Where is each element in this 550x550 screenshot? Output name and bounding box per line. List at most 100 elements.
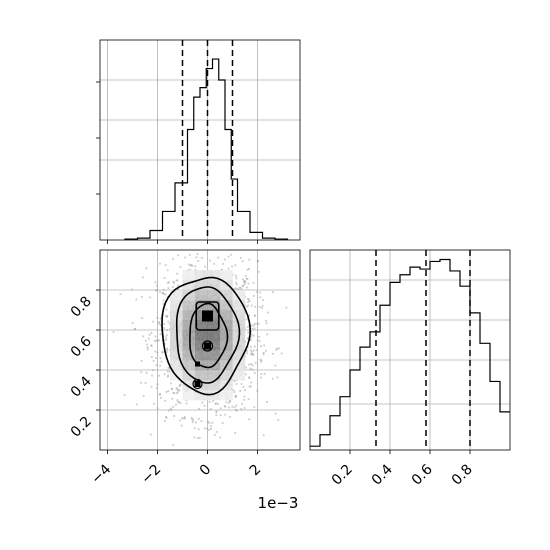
scatter-point (221, 422, 224, 424)
scatter-point (151, 374, 153, 377)
scatter-point (133, 328, 136, 331)
scatter-point (173, 415, 176, 417)
scatter-point (237, 288, 240, 291)
density-peak-ring (201, 340, 214, 352)
scatter-point (164, 264, 167, 266)
density-cell (182, 350, 196, 361)
scatter-point (208, 422, 211, 424)
scatter-point (248, 363, 251, 366)
scatter-point (235, 281, 237, 284)
scatter-point (156, 383, 159, 386)
density-cell (220, 310, 233, 321)
scatter-point (166, 370, 169, 373)
scatter-point (248, 300, 251, 303)
scatter-point (215, 411, 218, 414)
scatter-point (228, 401, 231, 404)
scatter-point (156, 387, 158, 390)
scatter-point (164, 399, 167, 402)
scatter-point (233, 380, 236, 383)
scatter-point (276, 376, 279, 379)
density-cell (182, 290, 196, 301)
scatter-point (278, 347, 280, 350)
scatter-point (259, 296, 262, 299)
scatter-point (217, 403, 220, 406)
scatter-point (249, 335, 252, 338)
scatter-point (250, 363, 253, 366)
scatter-point (247, 301, 249, 303)
scatter-point (252, 349, 255, 352)
scatter-point (200, 420, 203, 423)
density-cell (220, 300, 233, 311)
scatter-point (219, 407, 222, 410)
scatter-point (239, 286, 242, 289)
scatter-point (165, 351, 168, 353)
scatter-point (224, 258, 226, 261)
scatter-point (259, 360, 262, 363)
scatter-point (263, 372, 266, 375)
density-cell (195, 310, 208, 321)
scatter-point (234, 274, 237, 277)
scatter-point (260, 376, 263, 379)
scatter-point (168, 370, 171, 373)
scatter-point (185, 402, 188, 405)
x-axis-offset-label: 1e−3 (258, 494, 299, 512)
scatter-point (178, 389, 181, 392)
scatter-point (253, 324, 255, 327)
scatter-point (176, 272, 179, 275)
density-cell (195, 270, 208, 281)
scatter-point (263, 344, 266, 347)
joint-density-panel: −4 −2 0 2 0.2 0.4 0.6 0.8 (68, 249, 301, 488)
scatter-point (246, 286, 248, 289)
scatter-point (251, 364, 254, 367)
scatter-point (187, 263, 190, 266)
scatter-point (156, 407, 159, 410)
scatter-point (178, 384, 181, 387)
scatter-point (275, 347, 278, 350)
scatter-point (191, 418, 194, 421)
scatter-point (190, 263, 193, 266)
scatter-point (248, 377, 251, 380)
scatter-point (145, 267, 148, 270)
scatter-point (172, 286, 174, 288)
x-tick-label: 0 (197, 462, 215, 480)
scatter-point (155, 289, 157, 292)
scatter-point (256, 260, 259, 263)
density-cell (232, 370, 246, 381)
scatter-point (152, 369, 155, 371)
density-cell (232, 360, 246, 371)
scatter-point (161, 351, 164, 354)
scatter-point (195, 256, 198, 259)
density-cell (170, 300, 183, 311)
density-cell (207, 310, 221, 321)
scatter-point (233, 406, 236, 409)
scatter-point (167, 287, 170, 289)
scatter-point (168, 281, 170, 284)
x-tick-label: −2 (138, 462, 164, 488)
scatter-point (251, 368, 254, 371)
scatter-point (248, 298, 251, 301)
scatter-point (209, 259, 211, 262)
scatter-point (166, 316, 168, 318)
density-cell (220, 370, 233, 381)
scatter-point (135, 403, 138, 406)
density-cell (232, 310, 246, 321)
scatter-point (167, 390, 170, 393)
scatter-point (150, 385, 153, 388)
scatter-point (257, 270, 260, 273)
scatter-point (235, 410, 238, 412)
scatter-point (224, 413, 227, 416)
scatter-point (178, 385, 181, 388)
scatter-point (166, 347, 169, 350)
scatter-point (169, 407, 172, 410)
scatter-point (210, 427, 212, 430)
scatter-point (158, 374, 161, 377)
scatter-point (175, 387, 178, 389)
scatter-point (252, 281, 255, 284)
density-cell (182, 310, 196, 321)
scatter-point (172, 257, 174, 260)
density-peak (194, 381, 201, 387)
scatter-point (258, 336, 260, 338)
scatter-point (250, 324, 253, 327)
scatter-point (235, 409, 237, 411)
scatter-point (195, 421, 197, 424)
